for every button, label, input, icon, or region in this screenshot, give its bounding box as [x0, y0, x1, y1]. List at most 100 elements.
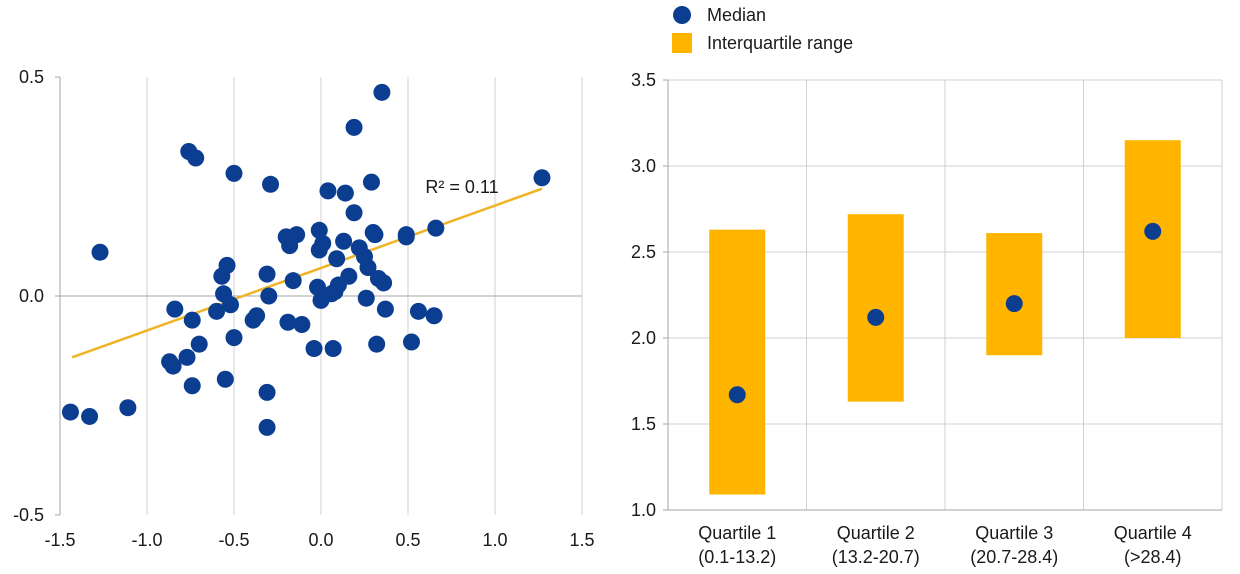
legend-label: Median [707, 5, 766, 25]
x-tick-label: 0.5 [395, 530, 420, 550]
scatter-point [336, 184, 354, 202]
scatter-point [164, 357, 182, 375]
scatter-point [324, 340, 342, 358]
scatter-point [208, 302, 226, 320]
scatter-trendline-group [71, 187, 543, 359]
median-markers [728, 222, 1162, 404]
r-squared-annotation: R² = 0.11 [425, 177, 498, 197]
scatter-point [375, 274, 393, 292]
scatter-point [373, 83, 391, 101]
scatter-point [258, 265, 276, 283]
category-sublabel: (20.7-28.4) [970, 547, 1058, 567]
scatter-points [61, 83, 551, 436]
iqr-bar [709, 229, 766, 495]
scatter-point [225, 164, 243, 182]
scatter-point [183, 311, 201, 329]
scatter-point [340, 267, 358, 285]
category-sublabel: (13.2-20.7) [832, 547, 920, 567]
scatter-point [409, 302, 427, 320]
scatter-point [366, 226, 384, 244]
scatter-point [427, 219, 445, 237]
scatter-point [314, 234, 332, 252]
scatter-point [258, 383, 276, 401]
category-label: Quartile 2 [837, 523, 915, 543]
scatter-point [218, 256, 236, 274]
scatter-point [310, 221, 328, 239]
scatter-point [262, 175, 280, 193]
scatter-point [222, 296, 240, 314]
scatter-point [61, 403, 79, 421]
scatter-point [319, 182, 337, 200]
iqr-bar [986, 233, 1043, 356]
range-tick-labels: 1.0 1.5 2.0 2.5 3.0 3.5 [631, 70, 656, 520]
x-tick-label: -0.5 [218, 530, 249, 550]
y-tick-label: 3.5 [631, 70, 656, 90]
scatter-point [402, 333, 420, 351]
category-sublabel: (>28.4) [1124, 547, 1182, 567]
legend: Median Interquartile range [672, 5, 853, 53]
legend-iqr-swatch [672, 33, 692, 53]
y-tick-label: 0.5 [19, 67, 44, 87]
scatter-point [279, 313, 297, 331]
category-label: Quartile 1 [698, 523, 776, 543]
range-axes [663, 79, 1222, 511]
iqr-bar [847, 214, 904, 402]
scatter-point [183, 377, 201, 395]
y-tick-label: 1.0 [631, 500, 656, 520]
scatter-chart: -1.5 -1.0 -0.5 0.0 0.5 1.0 1.5 -0.5 0.0 0.5 R² = … [13, 67, 595, 550]
scatter-point [190, 335, 208, 353]
median-marker [728, 386, 746, 404]
scatter-point [335, 232, 353, 250]
legend-median-swatch [673, 6, 691, 24]
scatter-point [260, 287, 278, 305]
scatter-point [216, 370, 234, 388]
scatter-point [187, 149, 205, 167]
scatter-point [376, 300, 394, 318]
y-tick-label: 2.5 [631, 242, 656, 262]
scatter-point [91, 243, 109, 261]
scatter-point [119, 399, 137, 417]
scatter-tick-labels: -1.5 -1.0 -0.5 0.0 0.5 1.0 1.5 -0.5 0.0 0.5 [13, 67, 595, 550]
median-marker [1005, 295, 1023, 313]
scatter-point [178, 348, 196, 366]
scatter-point [345, 204, 363, 222]
range-chart: Median Interquartile range 1.0 1.5 2.0 2.5 3.… [631, 5, 1223, 567]
scatter-point [425, 307, 443, 325]
x-tick-label: 1.5 [569, 530, 594, 550]
y-tick-label: 3.0 [631, 156, 656, 176]
y-tick-label: 1.5 [631, 414, 656, 434]
scatter-point [328, 250, 346, 268]
trendline [71, 187, 543, 359]
median-marker [1144, 222, 1162, 240]
scatter-point [397, 228, 415, 246]
x-tick-label: 1.0 [482, 530, 507, 550]
scatter-point [248, 307, 266, 325]
scatter-point [166, 300, 184, 318]
scatter-point [357, 289, 375, 307]
scatter-point [362, 173, 380, 191]
x-tick-label: -1.0 [131, 530, 162, 550]
scatter-point [305, 340, 323, 358]
category-labels: Quartile 1 (0.1-13.2) Quartile 2 (13.2-20.7… [698, 523, 1192, 567]
scatter-point [284, 272, 302, 290]
y-tick-label: 0.0 [19, 286, 44, 306]
scatter-point [288, 226, 306, 244]
category-label: Quartile 3 [975, 523, 1053, 543]
x-tick-label: -1.5 [44, 530, 75, 550]
median-marker [867, 308, 885, 326]
scatter-point [81, 407, 99, 425]
x-tick-label: 0.0 [308, 530, 333, 550]
scatter-point [345, 118, 363, 136]
scatter-point [293, 315, 311, 333]
scatter-point [368, 335, 386, 353]
y-tick-label: 2.0 [631, 328, 656, 348]
scatter-point [258, 418, 276, 436]
scatter-point [533, 169, 551, 187]
scatter-point [225, 329, 243, 347]
y-tick-label: -0.5 [13, 505, 44, 525]
scatter-point [309, 278, 327, 296]
legend-label: Interquartile range [707, 33, 853, 53]
category-label: Quartile 4 [1114, 523, 1192, 543]
category-sublabel: (0.1-13.2) [698, 547, 776, 567]
